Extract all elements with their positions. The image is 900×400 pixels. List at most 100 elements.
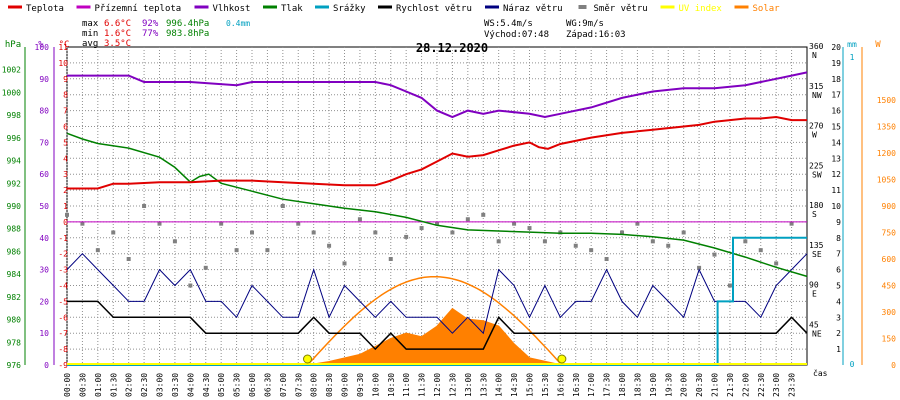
axis-tick-pct: 30 [39,266,49,275]
x-tick-label: 08:30 [325,373,334,397]
axis-tick-hpa: 994 [7,157,22,166]
axis-tick-pct: 100 [35,43,50,52]
axis-tick-dir-deg: 315 [809,82,824,91]
sunrise-marker [303,354,312,364]
axis-tick-dir-name: NE [812,329,822,338]
axis-tick-hpa: 990 [7,202,22,211]
axis-tick-pct: 60 [39,170,49,179]
axis-title-hpa: hPa [5,40,21,50]
axis-tick-w: 150 [882,335,897,344]
wind-direction-point [666,243,671,248]
x-tick-label: 10:30 [387,373,396,397]
legend-label: Vlhkost [213,4,251,14]
wind-direction-point [512,221,517,226]
wind-direction-point [496,239,501,244]
legend-label: Směr větru [594,4,648,14]
axis-tick-celsius: 2 [63,186,68,195]
axis-tick-ms: 2 [836,329,841,338]
wind-direction-point [712,252,717,257]
axis-tick-w: 600 [882,255,897,264]
series-humidity-line [67,71,808,119]
wind-direction-point [142,204,147,208]
axis-tick-hpa: 986 [7,247,22,256]
axis-tick-hpa: 992 [7,179,22,188]
stat-min-press: 983.8hPa [166,29,209,39]
axis-tick-hpa: 1002 [2,66,21,75]
axis-tick-pct: 70 [39,138,49,147]
axis-tick-ms: 13 [831,154,841,163]
axis-tick-celsius: 4 [63,154,68,163]
axis-tick-celsius: 7 [63,107,68,116]
axis-tick-celsius: -4 [58,282,68,291]
legend-label: Přízemní teplota [95,4,182,14]
legend-label: Rychlost větru [396,4,472,14]
axis-tick-celsius: -8 [58,345,68,354]
x-tick-label: 17:30 [603,373,612,397]
x-tick-label: 05:30 [233,373,242,397]
wind-direction-point [234,248,239,253]
x-tick-label: 05:00 [217,373,226,397]
x-tick-label: 18:30 [633,373,642,397]
x-tick-label: 18:00 [618,373,627,397]
wind-direction-point [311,230,316,235]
wind-direction-point [404,234,409,239]
axis-tick-dir-name: NW [812,91,822,100]
x-tick-label: 19:00 [649,373,658,397]
axis-tick-ms: 1 [836,345,841,354]
axis-tick-w: 0 [891,361,896,370]
x-tick-label: 22:30 [757,373,766,397]
x-tick-label: 06:00 [248,373,257,397]
sunset-marker [557,354,567,364]
wind-direction-point [542,239,547,244]
wind-direction-point [789,221,794,226]
axis-tick-dir-name: E [812,290,817,299]
axis-tick-celsius: 8 [63,91,68,100]
x-tick-label: 21:30 [726,373,735,397]
x-tick-label: 15:30 [541,373,550,397]
axis-tick-pct: 40 [39,234,49,243]
x-axis-unit: čas [813,368,828,378]
axis-tick-dir-name: S [812,210,817,219]
axis-tick-dir-name: N [812,51,817,60]
axis-tick-celsius: -3 [58,266,68,275]
axis-tick-celsius: 9 [63,75,68,84]
axis-title-w: W [875,40,881,50]
wind-direction-point [481,212,486,217]
wind-direction-point [172,239,177,244]
x-tick-label: 14:00 [495,373,504,397]
wind-direction-point [296,221,301,226]
x-tick-label: 07:00 [279,373,288,397]
axis-tick-ms: 14 [831,138,841,147]
axis-tick-ms: 4 [836,297,841,306]
wind-direction-point [465,217,470,222]
axis-tick-celsius: 11 [58,43,68,52]
axis-title-celsius: °C [59,40,70,50]
stat-avg-temp: 3.5°C [104,39,131,49]
wind-direction-point [573,243,578,248]
axis-tick-pct: 50 [39,202,49,211]
stat-max-label: max [82,19,99,29]
stat-max-rain: 0.4mm [226,19,250,28]
solar-theoretical-curve [306,275,561,366]
axis-tick-dir-deg: 360 [809,42,824,51]
legend-label: Náraz větru [503,4,563,14]
wind-direction-point [157,221,162,226]
axis-tick-dir-name: SE [812,250,822,259]
axis-tick-ms: 7 [836,250,841,259]
axis-tick-dir-deg: 135 [809,241,824,250]
stat-max-hum: 92% [142,19,159,29]
axis-tick-w: 750 [882,229,897,238]
stat-min-temp: 1.6°C [104,29,131,39]
axis-tick-hpa: 980 [7,316,22,325]
legend-label: Solar [753,4,781,14]
wind-direction-point [203,265,208,270]
wind-direction-point [219,221,224,226]
x-tick-label: 13:00 [464,373,473,397]
legend-swatch [578,5,587,9]
wind-direction-point [620,230,624,235]
wind-direction-point [250,230,254,235]
axis-tick-hpa: 978 [7,338,22,347]
wind-direction-point [435,221,439,226]
wind-direction-point [727,283,732,288]
